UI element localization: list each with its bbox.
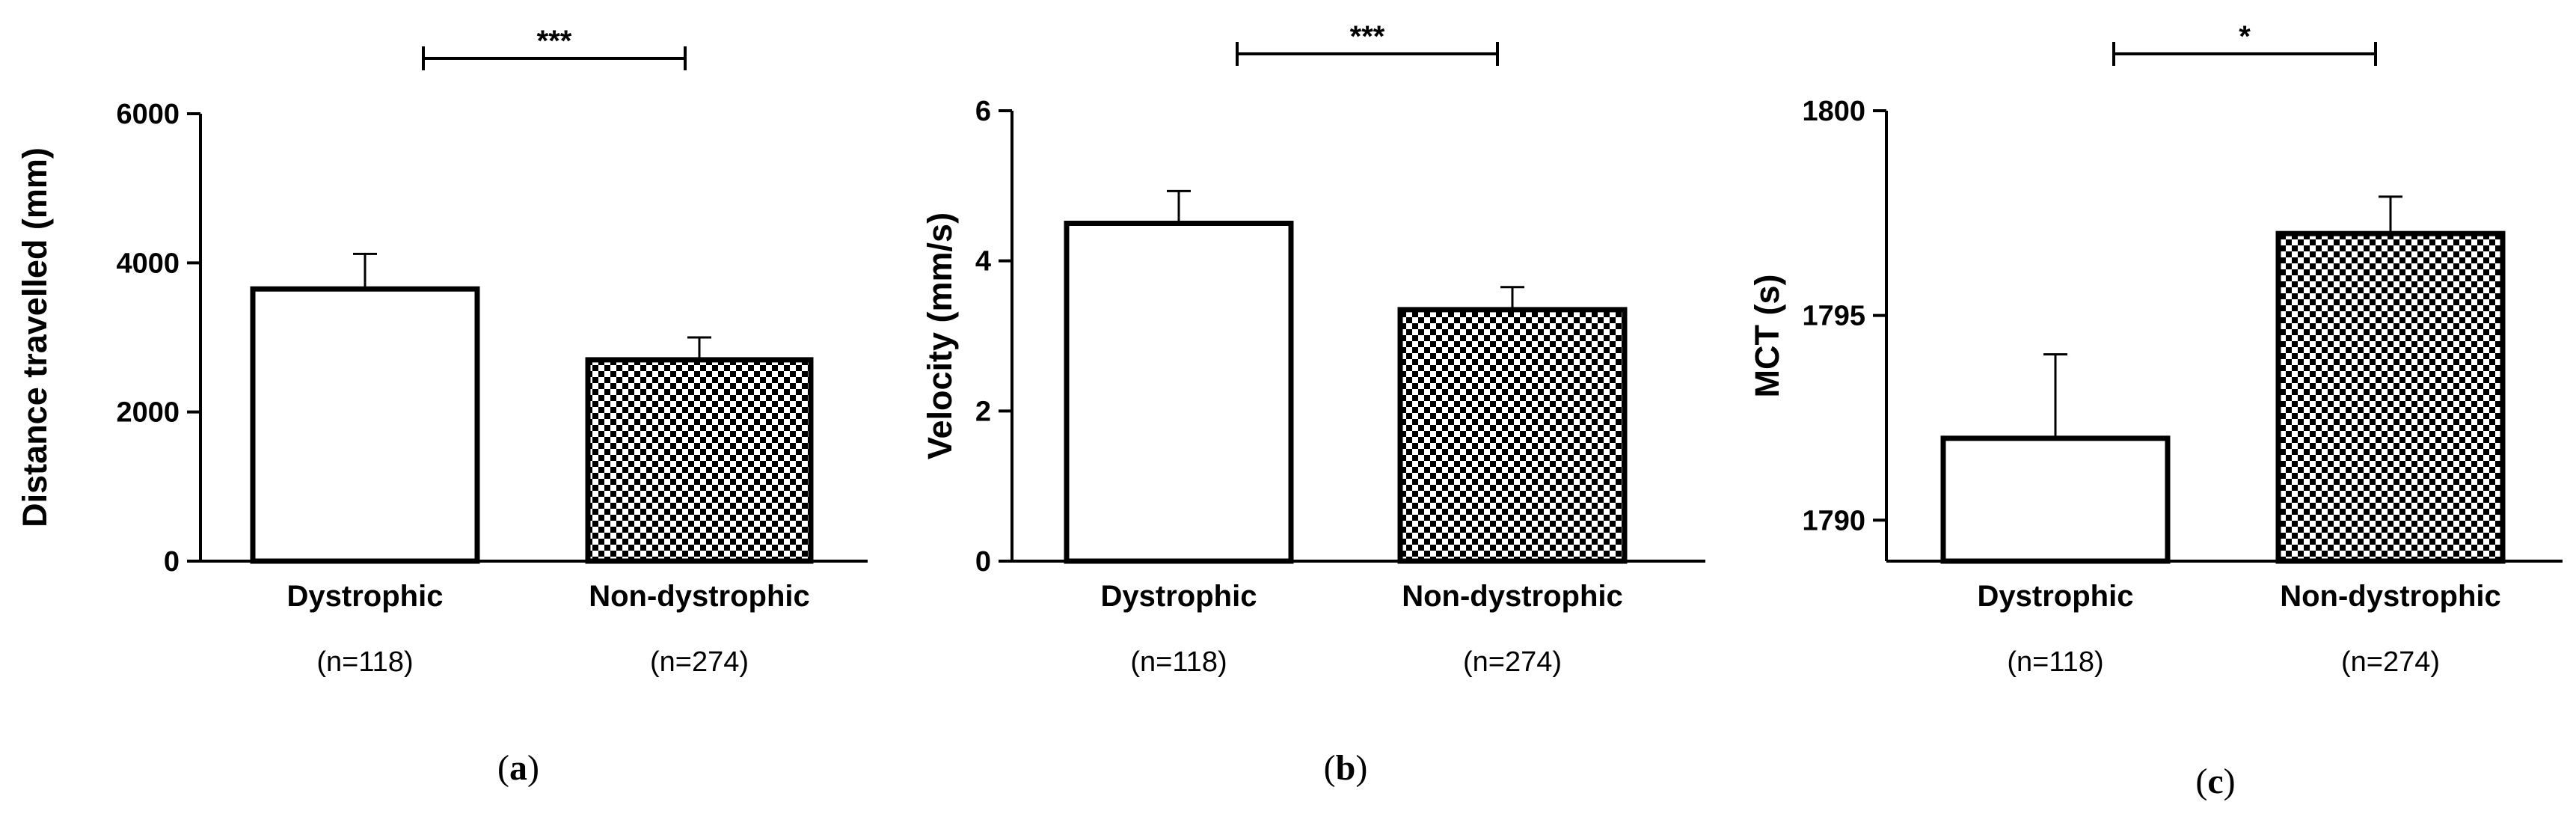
category-label: Non-dystrophic [1402, 580, 1623, 613]
sample-size-label: (n=118) [2007, 646, 2103, 678]
y-tick-label: 2000 [116, 397, 180, 429]
chart-panel-a: 0 2000 4000 6000 Distance travelled (mm) Dyst… [16, 25, 868, 788]
chart-panel-c: 1790 1795 1800 MCT (s) Dystrophic (n=118) Non-… [1748, 20, 2563, 801]
bar-2 [2275, 230, 2506, 564]
y-tick-label: 4 [975, 246, 991, 278]
bar-2 [585, 357, 814, 564]
category-label: Dystrophic [1978, 580, 2134, 613]
sample-size-label: (n=274) [650, 646, 749, 678]
panel-label: (a) [497, 748, 539, 788]
sample-size-label: (n=274) [2341, 646, 2440, 678]
y-tick-label: 1790 [1802, 505, 1865, 536]
panel-label: (b) [1324, 748, 1368, 788]
sample-size-label: (n=118) [1130, 646, 1227, 678]
category-label: Dystrophic [1101, 580, 1257, 613]
chart-panel-b: 0 2 4 6 Velocity (mm/s) Dystrophic (n=118) Non-… [921, 20, 1705, 788]
bar-2 [1397, 307, 1628, 564]
y-axis-label: Velocity (mm/s) [921, 212, 959, 459]
y-tick-label: 1800 [1802, 96, 1865, 127]
panel-label: (c) [2195, 762, 2235, 801]
category-label: Non-dystrophic [589, 580, 810, 613]
y-tick-label: 2 [975, 396, 991, 427]
bar-1 [250, 286, 480, 564]
category-label: Dystrophic [287, 580, 444, 613]
y-axis-label: MCT (s) [1748, 275, 1786, 398]
bar-1 [1064, 221, 1294, 564]
sample-size-label: (n=118) [316, 646, 413, 678]
category-label: Non-dystrophic [2280, 580, 2501, 613]
y-axis-label: Distance travelled (mm) [16, 147, 54, 527]
sample-size-label: (n=274) [1463, 646, 1562, 678]
significance-marker: *** [537, 25, 572, 58]
significance-marker: * [2239, 20, 2251, 53]
y-tick-label: 4000 [116, 248, 180, 279]
significance-marker: *** [1350, 20, 1385, 53]
y-tick-label: 1795 [1802, 301, 1865, 332]
y-tick-label: 6000 [116, 99, 180, 130]
y-tick-label: 0 [164, 546, 180, 578]
bar-1 [1940, 435, 2171, 564]
y-tick-label: 0 [975, 546, 991, 578]
y-tick-label: 6 [975, 96, 991, 127]
